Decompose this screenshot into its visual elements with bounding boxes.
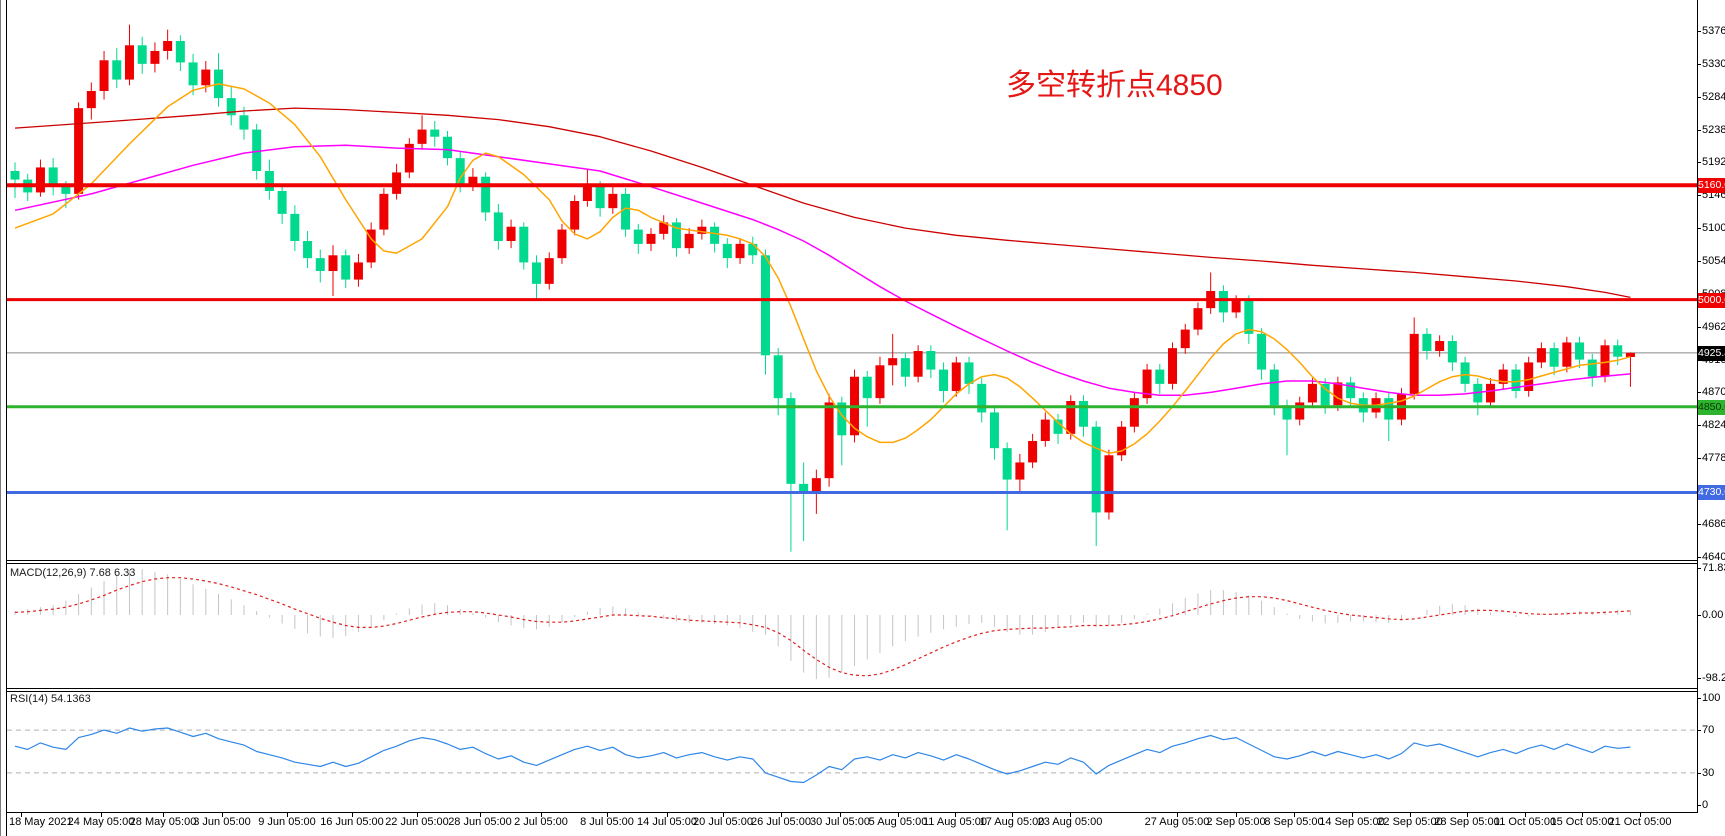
time-tick-label: 8 Sep 05:00: [1264, 816, 1324, 828]
time-tick-mark: [541, 813, 542, 817]
time-tick-mark: [287, 813, 288, 817]
time-tick-mark: [1070, 813, 1071, 817]
time-tick-label: 11 Oct 05:00: [1493, 816, 1557, 828]
time-tick-label: 2 Jul 05:00: [514, 816, 568, 828]
price-tick-label: 5284.0: [1702, 90, 1725, 103]
time-tick-label: 23 Aug 05:00: [1037, 816, 1103, 828]
time-tick-mark: [1177, 813, 1178, 817]
price-tick-label: 4824.0: [1702, 419, 1725, 432]
time-tick-label: 28 Sep 05:00: [1434, 816, 1500, 828]
time-tick-mark: [480, 813, 481, 817]
price-tick-label: 5376.0: [1702, 25, 1725, 37]
price-tick-label: 5238.0: [1702, 123, 1725, 136]
time-tick-label: 26 Jul 05:00: [751, 816, 811, 828]
time-tick-mark: [1236, 813, 1237, 817]
time-tick-label: 28 May 05:00: [129, 816, 197, 828]
time-tick-label: 2 Sep 05:00: [1206, 816, 1266, 828]
time-tick-mark: [1012, 813, 1013, 817]
time-tick-label: 30 Jul 05:00: [810, 816, 870, 828]
time-tick-label: 14 Jul 05:00: [637, 816, 697, 828]
time-tick-label: 14 Sep 05:00: [1319, 816, 1385, 828]
time-tick-mark: [607, 813, 608, 817]
rsi-tick-label: 100: [1702, 692, 1721, 704]
time-tick-label: 27 Aug 05:00: [1144, 816, 1210, 828]
time-tick-mark: [1410, 813, 1411, 817]
time-tick-mark: [1294, 813, 1295, 817]
time-tick-mark: [1640, 813, 1641, 817]
rsi-panel[interactable]: [7, 691, 1697, 813]
rsi-tick-label: 0: [1702, 799, 1709, 811]
time-tick-mark: [840, 813, 841, 817]
time-tick-mark: [1467, 813, 1468, 817]
time-tick-label: 28 Jun 05:00: [448, 816, 512, 828]
time-tick-label: 22 Jun 05:00: [385, 816, 449, 828]
time-tick-label: 3 Jun 05:00: [193, 816, 251, 828]
price-level-badge: 4730.0: [1698, 485, 1725, 501]
time-tick-mark: [781, 813, 782, 817]
macd-tick-label: 71.83: [1702, 562, 1725, 574]
price-chart-panel[interactable]: [7, 0, 1697, 561]
time-tick-mark: [352, 813, 353, 817]
time-tick-label: 15 Oct 05:00: [1550, 816, 1614, 828]
time-tick-mark: [1352, 813, 1353, 817]
time-tick-mark: [723, 813, 724, 817]
time-tick-label: 11 Aug 05:00: [922, 816, 988, 828]
price-tick-label: 4916.0: [1702, 353, 1725, 366]
time-tick-label: 8 Jul 05:00: [580, 816, 634, 828]
rsi-tick-label: 70: [1702, 724, 1715, 737]
macd-tick-label: 0.00: [1702, 609, 1724, 621]
time-tick-label: 17 Aug 05:00: [979, 816, 1045, 828]
price-tick-label: 5330.0: [1702, 57, 1725, 70]
time-tick-mark: [898, 813, 899, 817]
time-tick-mark: [163, 813, 164, 817]
price-tick-label: 5008.0: [1702, 287, 1725, 300]
price-tick-label: 4962.0: [1702, 320, 1725, 333]
price-level-badge: 4925.4: [1698, 345, 1725, 361]
time-tick-label: 22 Sep 05:00: [1377, 816, 1443, 828]
price-tick-label: 4640.0: [1702, 550, 1725, 563]
annotation-text: 多空转折点4850: [1006, 69, 1223, 102]
time-tick-mark: [1525, 813, 1526, 817]
time-tick-label: 9 Jun 05:00: [258, 816, 316, 828]
price-tick-label: 4778.0: [1702, 452, 1725, 465]
price-tick-label: 4686.0: [1702, 517, 1725, 530]
time-tick-mark: [667, 813, 668, 817]
time-tick-label: 20 Jul 05:00: [693, 816, 753, 828]
rsi-tick-label: 30: [1702, 766, 1715, 779]
time-tick-label: 5 Aug 05:00: [868, 816, 928, 828]
price-level-badge: 4850.0: [1698, 399, 1725, 415]
price-level-badge: 5160.0: [1698, 178, 1725, 194]
window-left-border: [0, 0, 7, 836]
price-tick-label: 5192.0: [1702, 156, 1725, 169]
time-tick-mark: [1582, 813, 1583, 817]
time-tick-label: 16 Jun 05:00: [320, 816, 384, 828]
time-tick-mark: [21, 813, 22, 817]
time-tick-mark: [101, 813, 102, 817]
time-tick-mark: [417, 813, 418, 817]
price-tick-label: 4870.0: [1702, 386, 1725, 399]
macd-panel[interactable]: [7, 563, 1697, 689]
price-tick-label: 5146.0: [1702, 189, 1725, 202]
price-tick-label: 5054.0: [1702, 255, 1725, 267]
price-axis-line: [1697, 0, 1698, 813]
time-tick-label: 24 May 05:00: [67, 816, 135, 828]
macd-tick-label: -98.25: [1702, 672, 1725, 684]
time-tick-mark: [222, 813, 223, 817]
price-level-badge: 5000.0: [1698, 292, 1725, 308]
macd-indicator-label: MACD(12,26,9) 7.68 6.33: [10, 567, 136, 579]
rsi-indicator-label: RSI(14) 54.1363: [10, 693, 91, 705]
time-tick-mark: [955, 813, 956, 817]
time-tick-label: 21 Oct 05:00: [1608, 816, 1672, 828]
time-tick-label: 18 May 2021: [9, 816, 73, 828]
price-tick-label: 5100.0: [1702, 222, 1725, 235]
